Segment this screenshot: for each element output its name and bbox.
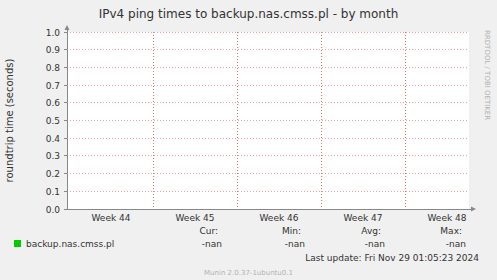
legend-header: Min: xyxy=(282,226,301,236)
legend-stat: -nan xyxy=(202,239,222,249)
y-grid xyxy=(67,85,469,86)
legend-stat: -nan xyxy=(446,239,466,249)
x-tick-label: Week 46 xyxy=(260,213,299,223)
y-tick-label: 0.2 xyxy=(46,169,60,179)
x-grid xyxy=(405,32,406,209)
y-grid xyxy=(67,138,469,139)
x-axis-arrow xyxy=(471,207,476,212)
y-tick-label: 0.0 xyxy=(46,205,61,215)
y-axis-label: roundtrip time (seconds) xyxy=(4,58,15,182)
y-grid xyxy=(67,155,469,156)
last-update: Last update: Fri Nov 29 01:05:23 2024 xyxy=(305,253,479,263)
x-grid xyxy=(237,32,238,209)
y-axis xyxy=(67,27,68,209)
legend-stat: -nan xyxy=(285,239,305,249)
legend-header: Max: xyxy=(440,226,462,236)
y-tick-label: 0.8 xyxy=(46,63,61,73)
legend-swatch xyxy=(14,240,21,247)
y-grid xyxy=(67,67,469,68)
y-grid xyxy=(67,120,469,121)
legend-label: backup.nas.cmss.pl xyxy=(26,239,114,249)
y-grid xyxy=(67,173,469,174)
x-tick-label: Week 45 xyxy=(176,213,215,223)
legend-header: Cur: xyxy=(199,226,218,236)
y-grid xyxy=(67,49,469,50)
chart: IPv4 ping times to backup.nas.cmss.pl - … xyxy=(0,0,497,280)
y-grid xyxy=(67,191,469,192)
x-grid xyxy=(321,32,322,209)
y-tick-label: 1.0 xyxy=(46,28,61,38)
y-tick-label: 0.3 xyxy=(46,151,60,161)
y-tick-label: 0.4 xyxy=(46,134,61,144)
x-tick-label: Week 47 xyxy=(344,213,383,223)
y-tick-label: 0.9 xyxy=(46,45,61,55)
legend-header: Avg: xyxy=(361,226,381,236)
background xyxy=(0,0,497,280)
y-tick-label: 0.1 xyxy=(46,187,60,197)
y-grid xyxy=(67,32,469,33)
x-axis xyxy=(67,209,474,210)
plot-area xyxy=(67,32,469,209)
x-grid xyxy=(153,32,154,209)
y-grid xyxy=(67,102,469,103)
title: IPv4 ping times to backup.nas.cmss.pl - … xyxy=(99,7,399,21)
y-tick-label: 0.5 xyxy=(46,116,60,126)
y-tick-label: 0.6 xyxy=(46,98,61,108)
watermark: RRDTOOL / TOBI OETIKER xyxy=(483,30,491,120)
y-tick-label: 0.7 xyxy=(46,81,60,91)
footer: Munin 2.0.37-1ubuntu0.1 xyxy=(204,269,293,277)
x-tick-label: Week 48 xyxy=(428,213,467,223)
x-tick-label: Week 44 xyxy=(92,213,131,223)
y-axis-arrow xyxy=(65,25,70,30)
legend-stat: -nan xyxy=(365,239,385,249)
